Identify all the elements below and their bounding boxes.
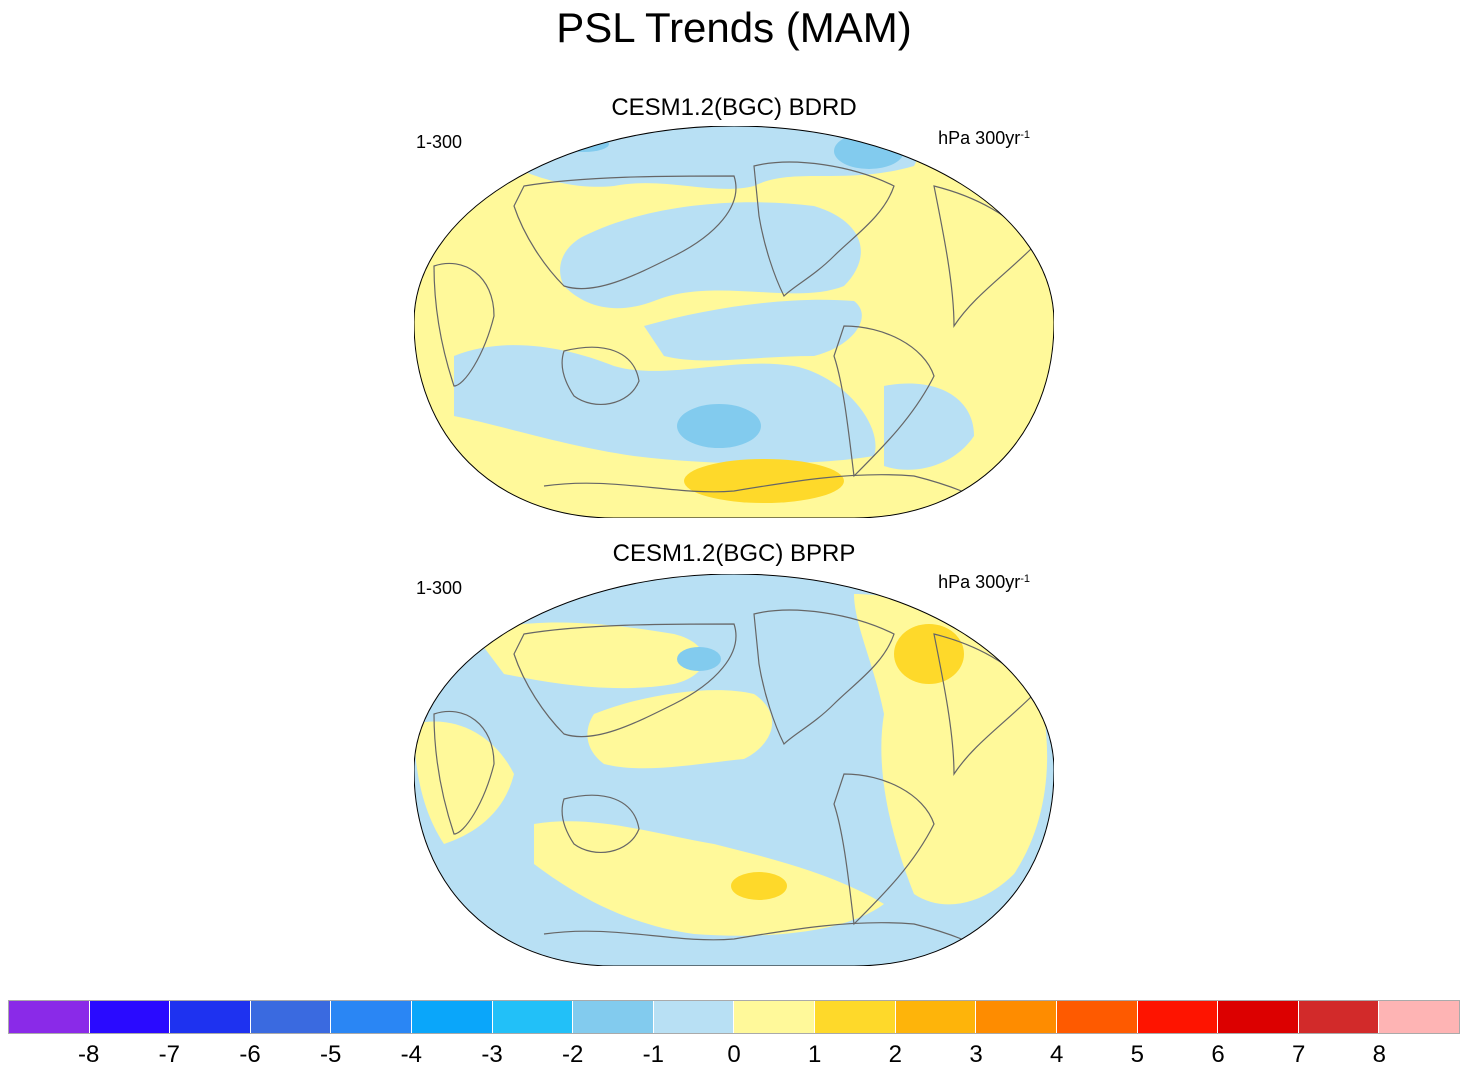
colorbar-tick-label: 8 [1372,1041,1387,1068]
colorbar-box [976,1001,1057,1033]
colorbar-tick-label: -4 [400,1041,422,1068]
coastline-south-america [833,325,935,478]
map-panel-bdrd: CESM1.2(BGC) BDRD 1-300 hPa 300yr-1 [414,94,1054,524]
positive-region-southern-ocean [534,821,884,936]
coastline-north-america [753,161,895,298]
negative-region-southern-ocean [454,345,876,464]
coastline-asia [513,623,737,738]
panel-units-label: hPa 300yr-1 [938,572,1030,592]
coastline-australia [561,794,640,853]
colorbar-tick-label: -6 [239,1041,261,1068]
coastline-south-america [833,773,935,926]
figure-title: PSL Trends (MAM) [556,4,912,51]
colorbar-tick-label: -8 [77,1041,100,1068]
map-panel-bprp: CESM1.2(BGC) BPRP 1-300 hPa 300yr-1 [414,540,1054,970]
colorbar-box [1056,1001,1138,1033]
colorbar-tick-label: 5 [1130,1041,1145,1068]
colorbar-tick-label: -5 [319,1041,342,1068]
coastline-africa [433,710,495,835]
map-outline [414,574,1054,966]
colorbar-box [9,1001,90,1033]
coastlines [433,609,1035,955]
colorbar-box [1298,1001,1380,1033]
panel-title: CESM1.2(BGC) BPRP [612,540,856,567]
world-map-bprp [414,574,1054,966]
panel-left-label: 1-300 [416,132,463,152]
coastline-europe [933,185,1035,328]
colorbar-box [331,1001,413,1033]
colorbar-box [895,1001,977,1033]
colorbar [8,1000,1460,1034]
colorbar-tick-label: 4 [1049,1041,1064,1068]
positive-region-central-pacific [587,690,773,769]
colorbar-tick-label: 0 [727,1041,741,1068]
colorbar-box [412,1001,493,1033]
colorbar-box [573,1001,654,1033]
coastline-asia [513,175,737,290]
colorbar-tick-label: -2 [561,1041,584,1068]
map-outline [414,126,1054,518]
colorbar-tick-label: 3 [969,1041,983,1068]
positive-region-south-pacific-core [731,872,787,900]
colorbar-box [89,1001,171,1033]
colorbar-labels: -8 -7 -6 -5 -4 -3 -2 -1 0 1 2 3 4 5 6 7 8 [8,1040,1460,1074]
colorbar-box [250,1001,332,1033]
coastline-north-america [753,609,895,746]
colorbar-tick-label: 2 [888,1041,903,1068]
coastline-australia [561,346,640,405]
positive-region-antarctic-core [684,459,844,503]
colorbar-tick-label: -1 [642,1041,664,1068]
negative-region-south-atlantic [884,383,974,470]
positive-region-eurasia [474,622,704,689]
colorbar-box [734,1001,816,1033]
positive-region-tropical-west [414,721,514,844]
colorbar-tick-label: 6 [1211,1041,1225,1068]
colorbar-tick-label: -7 [158,1041,180,1068]
colorbar-tick-label: 1 [807,1041,822,1068]
panel-left-label: 1-300 [416,578,463,598]
colorbar-tick-label: -3 [481,1041,503,1068]
negative-region-arctic [509,126,934,189]
colorbar-box [653,1001,735,1033]
panel-units-label: hPa 300yr-1 [938,128,1030,148]
negative-region-south-pacific-core [677,404,761,448]
positive-region-north-atlantic-core [894,624,964,684]
colorbar-box [1218,1001,1299,1033]
colorbar-box [492,1001,574,1033]
negative-region-north-pacific [560,202,861,309]
negative-region-tropical-pacific [644,299,862,361]
colorbar-box [170,1001,251,1033]
coastlines [433,161,1035,507]
negative-region-north-pacific-core [677,647,721,671]
coastline-europe [933,633,1035,776]
colorbar-box [1379,1001,1459,1033]
world-map-bdrd [414,126,1054,518]
colorbar-tick-label: 7 [1291,1041,1306,1068]
coastline-africa [433,262,495,387]
panel-title: CESM1.2(BGC) BDRD [611,94,857,121]
colorbar-box [1137,1001,1219,1033]
coastline-antarctica [543,474,995,507]
coastline-antarctica [543,922,995,955]
colorbar-box [815,1001,896,1033]
